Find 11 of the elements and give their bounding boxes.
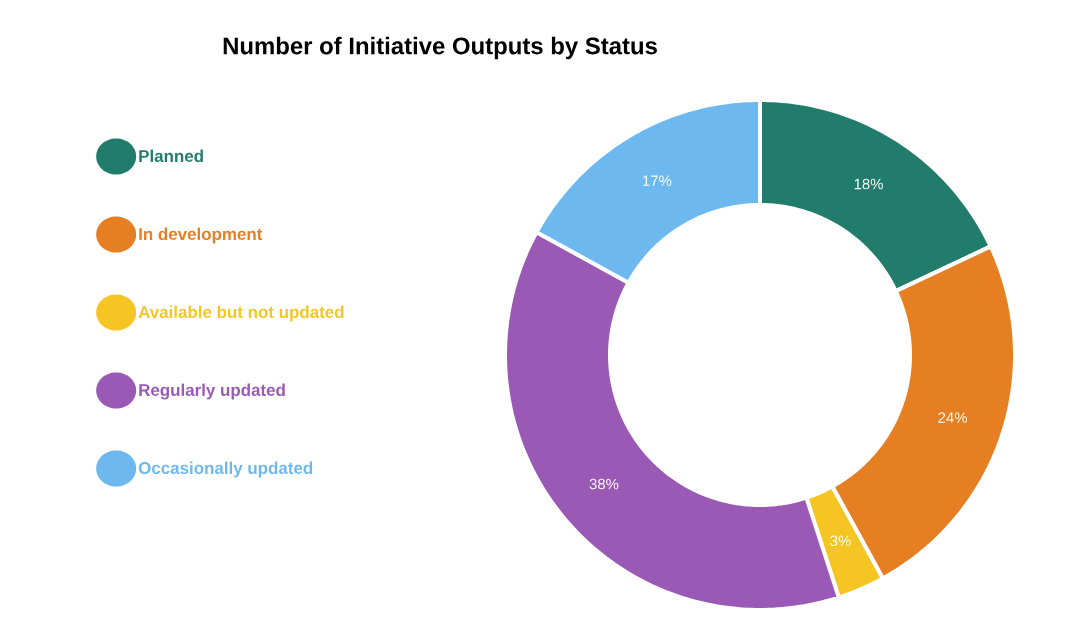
data-label: 24% [938,412,968,423]
chart-title: Number of Initiative Outputs by Status [223,36,657,60]
legend-label: Regularly updated [139,383,285,400]
legend-label: Planned [139,149,203,163]
legend-label: Available but not updated [138,305,344,322]
data-label: 17% [643,175,672,186]
legend-label: Occasionally updated [138,461,313,478]
legend-label: In development [139,227,263,244]
data-label: 3% [830,535,851,547]
data-label: 18% [854,178,883,190]
data-label: 38% [589,478,619,490]
